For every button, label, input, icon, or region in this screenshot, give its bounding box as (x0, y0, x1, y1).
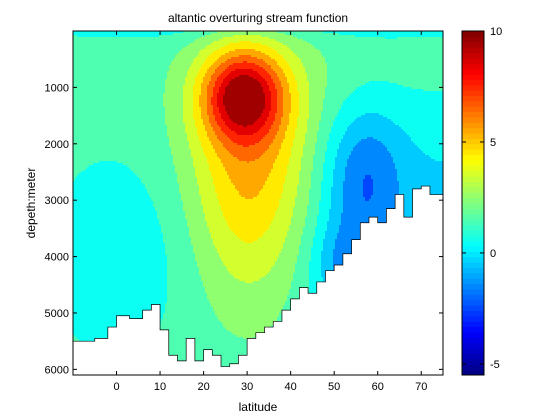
chart-title: altantic overturing stream function (168, 11, 348, 25)
contour-plot (73, 31, 445, 377)
